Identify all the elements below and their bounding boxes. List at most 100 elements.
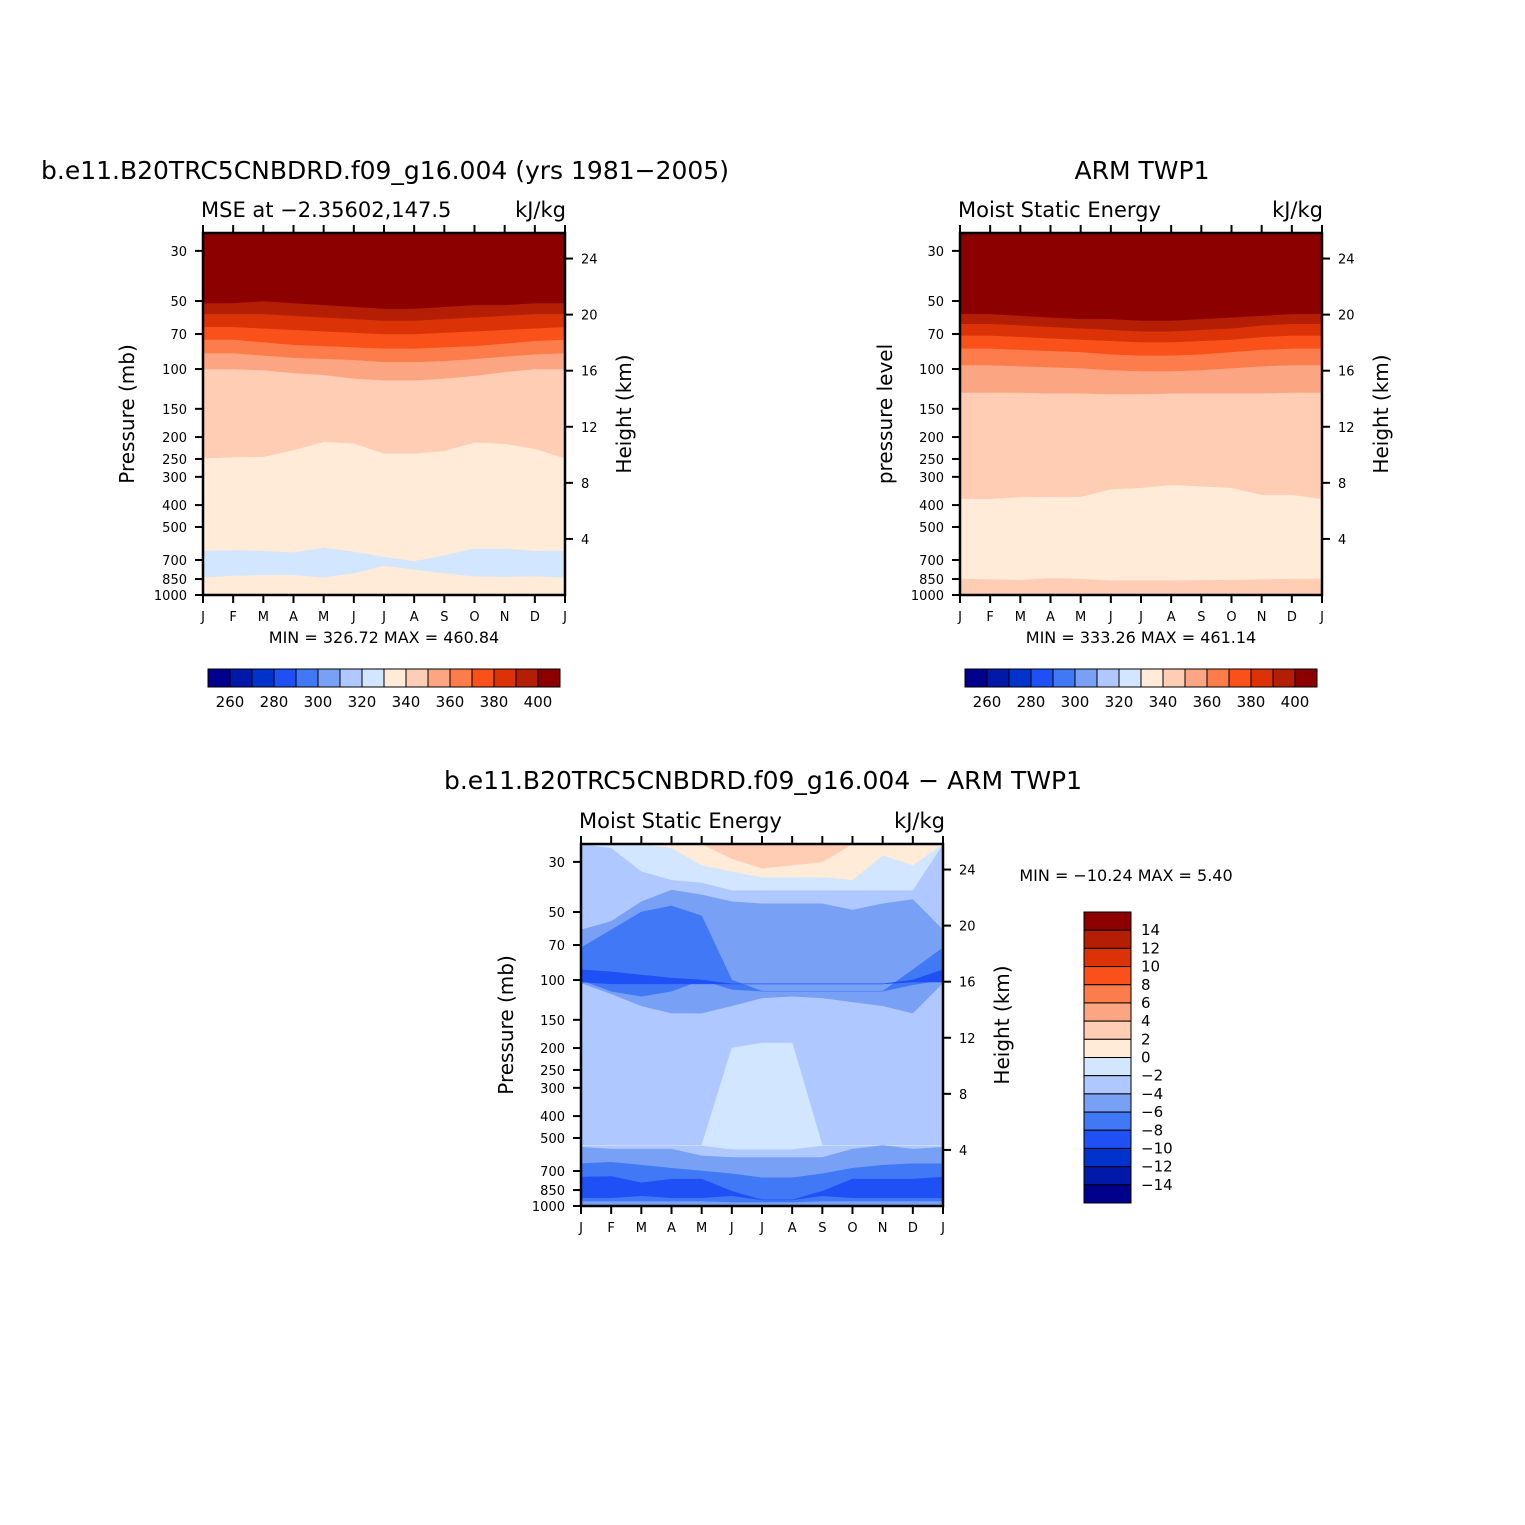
x-tick-label: J — [200, 610, 205, 625]
y-tick-label-right: 24 — [1338, 253, 1355, 268]
y-tick-label: 150 — [162, 403, 187, 418]
colorbar-swatch — [1083, 1184, 1132, 1204]
x-tick-label: F — [607, 1221, 614, 1236]
y-tick-label: 100 — [162, 363, 187, 378]
y-tick-label: 300 — [919, 471, 944, 486]
y-tick-label-right: 12 — [1338, 421, 1355, 436]
y-tick-label-right: 20 — [581, 309, 598, 324]
colorbar-swatch — [537, 668, 561, 688]
y-tick-label: 300 — [540, 1082, 565, 1097]
y-axis-title-left: Pressure (mb) — [494, 955, 518, 1095]
y-tick-label: 50 — [927, 295, 944, 310]
panel-subtitle-right: kJ/kg — [1272, 198, 1323, 222]
y-tick-label: 70 — [170, 328, 187, 343]
colorbar: 260 280 300 320 340 360 380 400 — [207, 668, 561, 711]
x-tick-label: M — [636, 1221, 647, 1236]
difference-panel: b.e11.B20TRC5CNBDRD.f09_g16.004 − ARM TW… — [444, 766, 1233, 1236]
y-tick-label: 300 — [162, 471, 187, 486]
colorbar-label: 14 — [1141, 921, 1160, 939]
plot-area: J F M A M J J A S O N D J 30 50 70 100 150 200 250 300 400 500… — [911, 225, 1355, 625]
arm-twp1-panel: ARM TWP1 Moist Static Energy kJ/kg press… — [873, 156, 1393, 711]
x-tick-label: J — [562, 610, 567, 625]
colorbar: 260 280 300 320 340 360 380 400 — [964, 668, 1318, 711]
x-tick-label: S — [440, 610, 448, 625]
colorbar-label: −8 — [1141, 1121, 1163, 1139]
contour-band — [959, 232, 1323, 321]
y-tick-label-right: 16 — [1338, 365, 1355, 380]
y-tick-label: 1000 — [911, 589, 944, 604]
x-tick-label: O — [847, 1221, 857, 1236]
colorbar-swatch — [1083, 947, 1132, 968]
x-tick-label: F — [986, 610, 993, 625]
colorbar-swatch — [251, 668, 275, 688]
colorbar-label: −2 — [1141, 1067, 1163, 1085]
colorbar-label: 400 — [524, 693, 553, 711]
colorbar-swatch — [273, 668, 297, 688]
colorbar-swatch — [1294, 668, 1318, 688]
x-tick-label: O — [469, 610, 479, 625]
colorbar-swatch — [339, 668, 363, 688]
x-tick-label: J — [729, 1221, 734, 1236]
colorbar-swatch — [515, 668, 539, 688]
panel-title: b.e11.B20TRC5CNBDRD.f09_g16.004 (yrs 198… — [41, 156, 729, 185]
panel-subtitle-right: kJ/kg — [894, 809, 945, 833]
colorbar-swatch — [229, 668, 253, 688]
y-tick-label: 200 — [540, 1042, 565, 1057]
y-tick-label: 850 — [162, 573, 187, 588]
colorbar-swatch — [964, 668, 988, 688]
panel-subtitle-left: Moist Static Energy — [958, 198, 1161, 222]
y-tick-label: 50 — [548, 906, 565, 921]
colorbar-label: 300 — [304, 693, 333, 711]
colorbar-label: 340 — [1149, 693, 1178, 711]
colorbar-label: 6 — [1141, 994, 1151, 1012]
y-tick-label: 200 — [919, 431, 944, 446]
x-tick-label: J — [381, 610, 386, 625]
y-tick-label-right: 4 — [1338, 533, 1346, 548]
colorbar-swatch — [1052, 668, 1076, 688]
colorbar-swatch — [493, 668, 517, 688]
colorbar-swatch — [317, 668, 341, 688]
y-tick-label: 100 — [540, 974, 565, 989]
x-tick-label: N — [500, 610, 510, 625]
x-tick-label: A — [788, 1221, 797, 1236]
y-tick-label: 30 — [548, 856, 565, 871]
y-tick-label-right: 8 — [959, 1088, 967, 1103]
x-tick-label: F — [229, 610, 236, 625]
panel-subtitle-left: MSE at −2.35602,147.5 — [201, 198, 451, 222]
colorbar-swatch — [1118, 668, 1142, 688]
y-tick-label: 50 — [170, 295, 187, 310]
x-tick-label: J — [351, 610, 356, 625]
colorbar-label: 10 — [1141, 958, 1160, 976]
y-tick-label: 700 — [162, 554, 187, 569]
y-tick-label: 30 — [927, 245, 944, 260]
colorbar-label: 380 — [1237, 693, 1266, 711]
colorbar-label: 0 — [1141, 1049, 1151, 1067]
colorbar-swatch — [1083, 1147, 1132, 1168]
x-tick-label: N — [878, 1221, 888, 1236]
y-axis-title-right: Height (km) — [990, 965, 1014, 1084]
colorbar-label: 4 — [1141, 1012, 1151, 1030]
y-tick-label: 250 — [540, 1064, 565, 1079]
contour-band — [959, 392, 1323, 499]
y-tick-label: 400 — [540, 1110, 565, 1125]
y-tick-label: 500 — [919, 521, 944, 536]
y-tick-label: 150 — [540, 1014, 565, 1029]
colorbar-label: 260 — [216, 693, 245, 711]
colorbar-label: 260 — [973, 693, 1002, 711]
y-tick-label: 700 — [540, 1165, 565, 1180]
y-tick-label-right: 12 — [959, 1032, 976, 1047]
colorbar-swatch — [1228, 668, 1252, 688]
colorbar-swatch — [1083, 1002, 1132, 1022]
x-tick-label: M — [1075, 610, 1086, 625]
x-tick-label: J — [759, 1221, 764, 1236]
colorbar-swatch — [1083, 911, 1132, 931]
y-tick-label: 30 — [170, 245, 187, 260]
colorbar-swatch — [1083, 1111, 1132, 1131]
colorbar-label: 360 — [436, 693, 465, 711]
colorbar-label: −6 — [1141, 1103, 1163, 1121]
colorbar-label: −10 — [1141, 1139, 1173, 1157]
colorbar-label: 340 — [392, 693, 421, 711]
y-tick-label: 1000 — [154, 589, 187, 604]
y-tick-label-right: 16 — [959, 976, 976, 991]
